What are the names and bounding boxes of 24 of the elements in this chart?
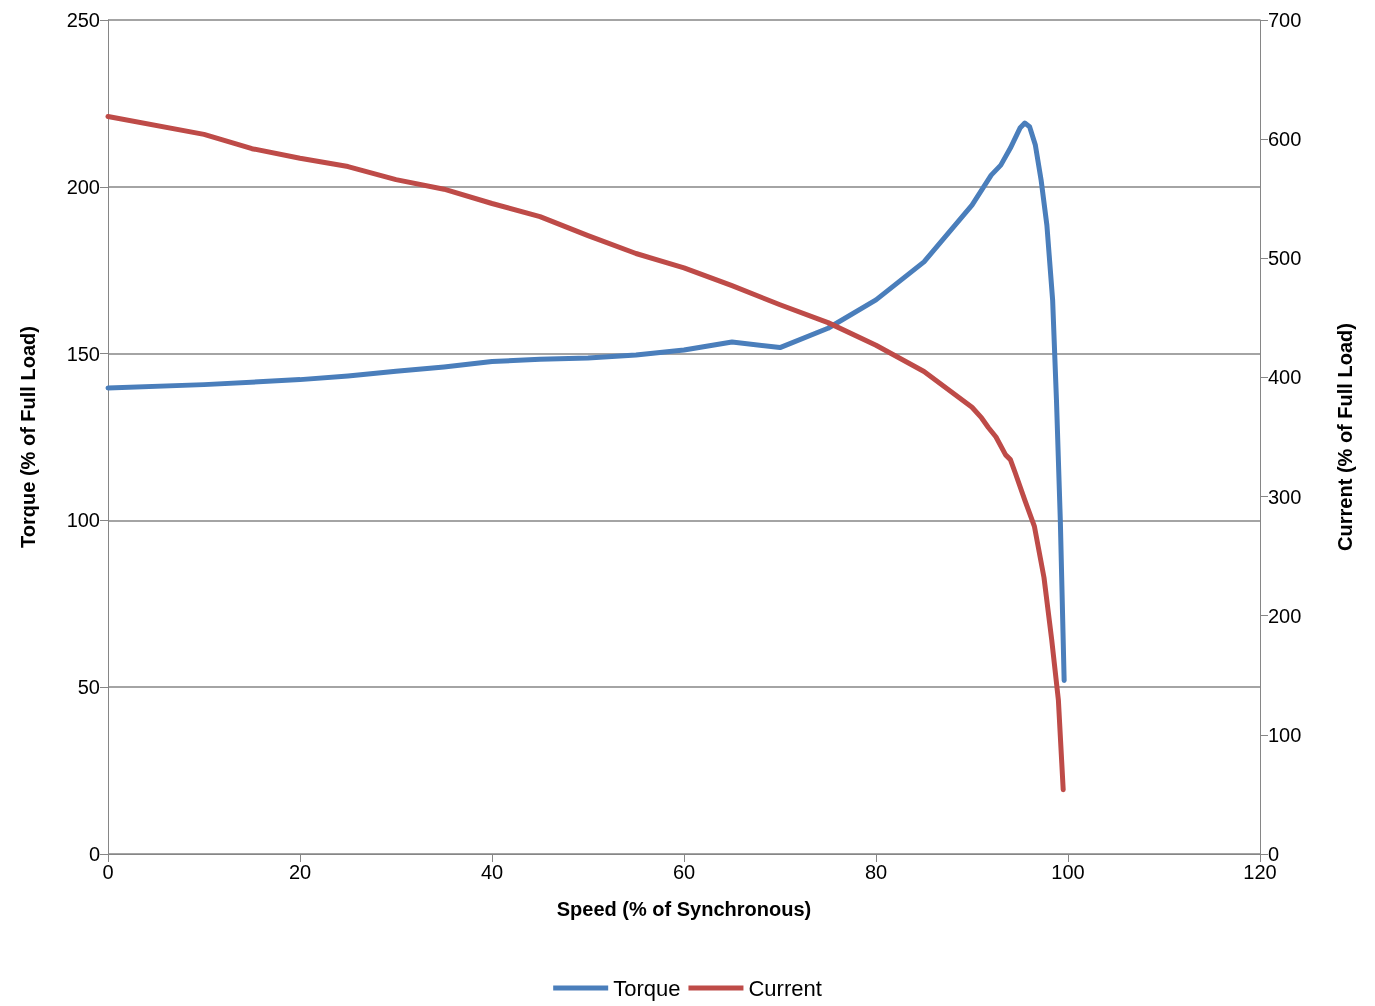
x-tick-label: 40 (480, 861, 504, 883)
x-axis-title: Speed (% of Synchronous) (556, 898, 812, 920)
legend-label: Torque (613, 975, 681, 1001)
y2-axis-title: Current (% of Full Load) (1334, 323, 1356, 551)
y2-tick-label: 200 (1268, 604, 1302, 627)
y-tick-label: 50 (77, 676, 100, 699)
y-tick-label: 0 (88, 843, 100, 865)
y-axis-title: Torque (% of Full Load) (17, 326, 39, 548)
y2-tick-label: 100 (1268, 723, 1302, 746)
x-tick-label: 0 (102, 861, 114, 883)
x-tick-label: 20 (288, 861, 312, 883)
y-tick-label: 250 (66, 9, 100, 31)
y2-tick-label: 500 (1268, 247, 1302, 270)
y-tick-label: 200 (66, 175, 100, 198)
y2-tick-label: 700 (1268, 9, 1302, 31)
x-tick-label: 60 (672, 861, 696, 883)
y2-tick-label: 600 (1268, 128, 1302, 151)
x-tick-label: 80 (864, 861, 888, 883)
y2-tick-label: 300 (1268, 485, 1302, 508)
x-tick-label: 100 (1051, 861, 1085, 883)
y-tick-label: 150 (66, 342, 100, 365)
y2-tick-label: 400 (1268, 366, 1302, 389)
y-tick-label: 100 (66, 509, 100, 532)
legend-label: Current (748, 975, 822, 1001)
